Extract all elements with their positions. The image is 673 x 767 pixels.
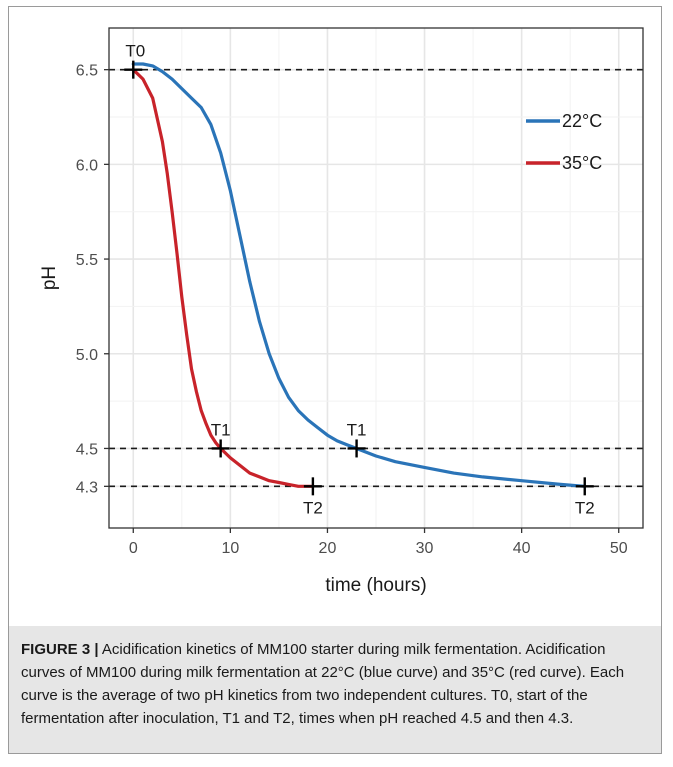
y-tick-label: 4.5 [76, 441, 98, 458]
grid [109, 28, 643, 528]
x-tick-label: 10 [221, 540, 239, 557]
x-tick-label: 40 [513, 540, 531, 557]
marker-label-t2: T2 [575, 498, 595, 517]
y-tick-label: 6.0 [76, 157, 98, 174]
y-axis-title: pH [39, 266, 60, 290]
series-line-0 [131, 62, 587, 488]
legend-label-0: 22°C [562, 111, 602, 131]
x-tick-label: 0 [129, 540, 138, 557]
x-tick-label: 30 [416, 540, 434, 557]
caption-label: FIGURE 3 | [21, 641, 99, 658]
y-tick-label: 5.0 [76, 347, 98, 364]
y-tick-label: 5.5 [76, 252, 98, 269]
x-axis-title: time (hours) [325, 575, 426, 596]
marker-label-t1: T1 [211, 420, 231, 439]
legend-label-1: 35°C [562, 153, 602, 173]
legend: 22°C 35°C [526, 111, 602, 173]
y-tick-label: 4.3 [76, 479, 98, 496]
x-tick-label: 50 [610, 540, 628, 557]
y-tick-label: 6.5 [76, 63, 98, 80]
figure-caption: FIGURE 3 | Acidification kinetics of MM1… [9, 626, 661, 753]
series-line-1 [131, 68, 315, 488]
reference-lines [109, 68, 643, 488]
axes: 6.5 6.0 5.5 5.0 4.5 4.3 0 10 20 30 40 50 [76, 27, 644, 557]
marker-label-t0: T0 [125, 42, 145, 61]
ph-chart: T0 T1 T2 T1 T2 6.5 6.0 5.5 5.0 4.5 4.3 0 10 20 30 40 50… [39, 27, 644, 596]
x-tick-label: 20 [319, 540, 337, 557]
plot-border [108, 27, 644, 529]
markers: T0 T1 T2 T1 T2 [124, 42, 595, 517]
marker-label-t2: T2 [303, 498, 323, 517]
series [131, 62, 587, 488]
caption-text: Acidification kinetics of MM100 starter … [21, 641, 625, 727]
marker-label-t1: T1 [347, 420, 367, 439]
